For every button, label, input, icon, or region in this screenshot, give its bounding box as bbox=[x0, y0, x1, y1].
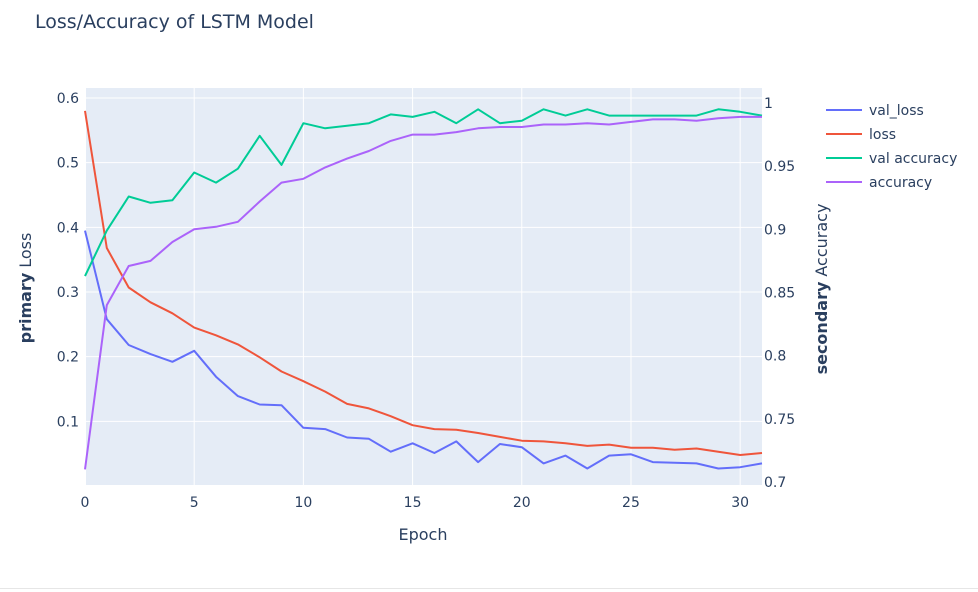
series-line-val-accuracy bbox=[84, 108, 763, 277]
chart-title: Loss/Accuracy of LSTM Model bbox=[35, 11, 314, 33]
y-axis-left-title-rest: Loss bbox=[16, 233, 35, 268]
tick-labels: 0.1 0.2 0.3 0.4 0.5 0.6 0 5 10 15 20 25 30 0.7 0.75 0.8… bbox=[57, 91, 795, 511]
grid-lines bbox=[84, 88, 762, 487]
y-right-tick-label: 0.85 bbox=[764, 286, 795, 302]
y-right-tick-label: 0.75 bbox=[764, 412, 795, 428]
y-axis-right-title-bold: secondary bbox=[812, 281, 831, 374]
y-right-tick-label: 0.9 bbox=[764, 222, 786, 238]
legend-label-accuracy[interactable]: accuracy bbox=[869, 175, 932, 191]
y-axis-right-title-rest: Accuracy bbox=[812, 204, 831, 277]
x-tick-label: 25 bbox=[622, 495, 640, 511]
series-line-loss bbox=[84, 110, 763, 456]
legend-label-val-accuracy[interactable]: val accuracy bbox=[869, 151, 957, 167]
y-left-tick-label: 0.4 bbox=[57, 220, 79, 236]
x-tick-label: 10 bbox=[294, 495, 312, 511]
y-left-tick-label: 0.1 bbox=[57, 414, 79, 430]
y-right-tick-label: 0.7 bbox=[764, 475, 786, 491]
y-right-tick-label: 1 bbox=[764, 96, 773, 112]
y-right-tick-label: 0.8 bbox=[764, 349, 786, 365]
x-tick-label: 0 bbox=[81, 495, 90, 511]
bottom-divider bbox=[0, 588, 978, 589]
y-right-tick-label: 0.95 bbox=[764, 159, 795, 175]
y-left-tick-label: 0.5 bbox=[57, 156, 79, 172]
x-axis-title: Epoch bbox=[399, 525, 448, 544]
series-line-val-loss bbox=[84, 230, 763, 470]
y-left-tick-label: 0.6 bbox=[57, 91, 79, 107]
y-axis-left-title-bold: primary bbox=[16, 272, 35, 343]
y-axis-right-title: secondary Accuracy bbox=[812, 204, 831, 375]
svg-text:secondaryAccuracy: secondary Accuracy bbox=[812, 204, 831, 375]
y-left-tick-label: 0.2 bbox=[57, 350, 79, 366]
x-tick-label: 15 bbox=[404, 495, 422, 511]
x-tick-label: 30 bbox=[731, 495, 749, 511]
x-tick-label: 5 bbox=[190, 495, 199, 511]
legend-label-loss[interactable]: loss bbox=[869, 127, 896, 143]
series-line-accuracy bbox=[84, 115, 762, 470]
plot-area bbox=[85, 88, 762, 486]
x-tick-label: 20 bbox=[513, 495, 531, 511]
data-lines bbox=[84, 108, 763, 470]
svg-text:primaryLoss: primary Loss bbox=[16, 233, 35, 344]
y-axis-left-title: primary Loss bbox=[16, 233, 35, 344]
y-left-tick-label: 0.3 bbox=[57, 285, 79, 301]
legend-label-val-loss[interactable]: val_loss bbox=[869, 103, 924, 119]
